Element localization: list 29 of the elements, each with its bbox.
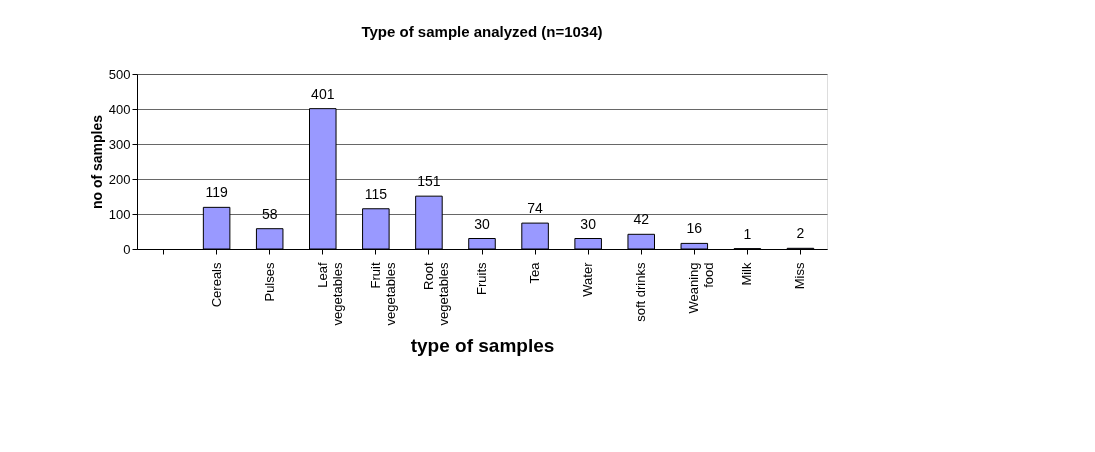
x-tick-label: soft drinks [633,262,649,322]
data-label: 401 [311,85,335,102]
y-tick-label: 300 [108,136,131,152]
x-tick-label: Weaning food [686,262,717,314]
x-tick-label: Leaf vegetables [314,262,345,326]
y-axis-title: no of samples [88,114,105,210]
data-label: 1 [743,225,752,242]
data-label: 119 [205,184,228,201]
chart-title: Type of sample analyzed (n=1034) [361,23,603,40]
y-tick-label: 500 [108,66,131,82]
data-label: 2 [796,225,805,242]
x-axis-title: type of samples [410,335,555,357]
x-tick-label: Water [580,261,596,297]
x-tick-label: Cereals [208,262,224,308]
data-label: 16 [686,220,703,237]
data-label: 30 [580,215,597,232]
x-tick-label: Fruits [474,262,489,295]
data-label: 115 [364,185,388,202]
y-tick-label: 0 [123,241,131,257]
x-tick-label: Pulses [261,262,277,302]
x-tick-label: Milk [739,262,755,286]
y-tick-label: 400 [108,101,131,117]
data-label: 74 [527,200,544,217]
data-label: 42 [633,211,650,228]
x-tick-label: Tea [527,261,543,284]
y-tick-label: 200 [108,171,131,187]
x-tick-label: Miss [792,262,808,290]
data-label: 30 [474,215,490,232]
y-tick-label: 100 [108,206,131,222]
